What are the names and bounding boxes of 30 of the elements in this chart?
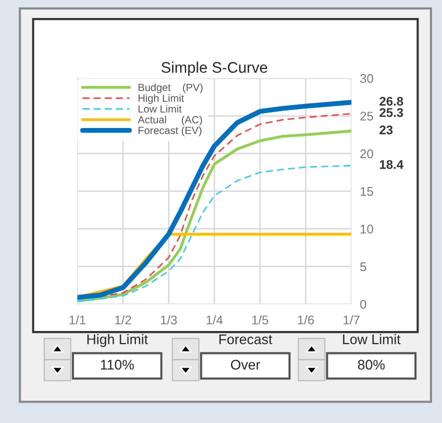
text: 110% [100,360,134,370]
annotation: 18.4 [380,160,404,169]
annotation: 23 [380,125,393,134]
text: 80% [358,360,385,370]
annotation: 25.3 [380,108,404,118]
y-tick-label: 25 [360,112,374,121]
y-tick-label: 20 [360,149,374,158]
chart-title: Simple S-Curve [162,62,268,76]
y-tick-label: 5 [360,262,366,272]
x-tick-label: 1/5 [252,315,268,324]
text: Low Limit [343,334,401,344]
text: Forecast [219,334,272,344]
legend-label: Actual (AC) [138,116,202,126]
x-tick-label: 1/2 [115,315,132,324]
annotation: 26.8 [380,96,404,106]
y-tick-label: 15 [360,187,374,196]
legend-label: Low Limit [138,104,182,113]
text: High Limit [87,334,148,347]
legend-label: Budget (PV) [138,83,203,94]
y-tick-label: 30 [360,74,374,83]
legend-label: High Limit [138,94,184,104]
legend-label: Forecast (EV) [138,126,202,136]
text: Over [230,360,260,370]
x-tick-label: 1/6 [298,315,314,324]
x-tick-label: 1/7 [344,315,360,324]
x-tick-label: 1/1 [70,315,86,324]
x-tick-label: 1/4 [206,315,223,324]
x-tick-label: 1/3 [160,315,177,324]
y-tick-label: 10 [360,224,374,234]
y-tick-label: 0 [360,300,366,309]
